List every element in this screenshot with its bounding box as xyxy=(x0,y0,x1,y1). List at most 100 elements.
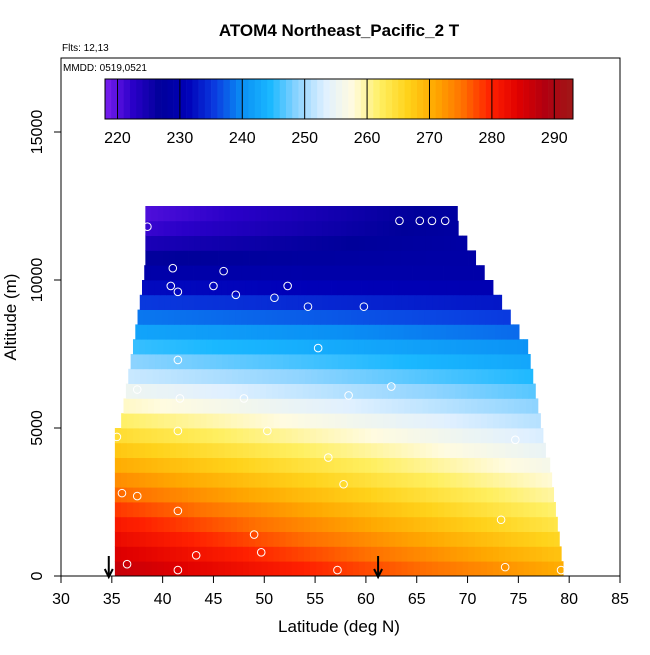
field-cell xyxy=(501,398,509,414)
field-cell xyxy=(233,398,240,414)
field-cell xyxy=(328,339,335,355)
field-cell xyxy=(310,428,317,444)
profile-marker xyxy=(303,302,313,311)
field-cell xyxy=(462,339,469,355)
field-cell xyxy=(370,487,378,503)
field-cell xyxy=(242,487,250,503)
field-cell xyxy=(133,502,140,518)
field-cell xyxy=(419,250,427,266)
field-cell xyxy=(435,354,443,370)
field-cell xyxy=(324,280,332,296)
field-cell xyxy=(294,280,301,296)
field-cell xyxy=(346,561,354,576)
field-cell xyxy=(273,561,280,576)
x-tick-label: 85 xyxy=(611,591,629,608)
field-cell xyxy=(474,487,482,503)
field-cell xyxy=(455,383,462,399)
field-cell xyxy=(285,442,293,458)
field-cell xyxy=(175,546,183,562)
field-cell xyxy=(439,368,446,384)
field-cell xyxy=(145,561,152,576)
field-cell xyxy=(306,280,314,296)
field-cell xyxy=(308,265,316,281)
field-cell xyxy=(243,294,250,310)
field-cell xyxy=(560,546,562,562)
field-cell xyxy=(334,457,341,473)
field-cell xyxy=(194,516,201,532)
field-cell xyxy=(363,265,371,281)
field-cell xyxy=(480,502,488,518)
field-cell xyxy=(337,354,345,370)
field-cell xyxy=(273,516,280,532)
profile-marker xyxy=(173,565,183,575)
field-cell xyxy=(520,354,528,370)
field-cell xyxy=(370,206,378,222)
field-cell xyxy=(425,442,433,458)
field-cell xyxy=(425,457,433,473)
field-cell xyxy=(206,561,213,576)
field-cell xyxy=(212,487,219,503)
field-cell xyxy=(478,354,485,370)
field-cell xyxy=(250,368,257,384)
field-cell xyxy=(279,442,287,458)
field-cell xyxy=(224,235,232,251)
field-cell xyxy=(163,487,171,503)
field-cell xyxy=(400,383,407,399)
field-cell xyxy=(334,339,341,355)
flights-annotation: Flts: 12,13 xyxy=(62,43,109,54)
field-cell xyxy=(453,280,460,296)
field-cell xyxy=(523,428,530,444)
field-cell xyxy=(381,309,388,325)
field-cell xyxy=(424,309,431,325)
field-cell xyxy=(364,561,372,576)
chart-title: ATOM4 Northeast_Pacific_2 T xyxy=(219,21,460,40)
field-cell xyxy=(492,428,500,444)
field-cell xyxy=(297,546,305,562)
colorbar-swatch xyxy=(267,79,274,119)
field-cell xyxy=(486,339,494,355)
field-cell xyxy=(297,235,305,251)
field-cell xyxy=(465,398,472,414)
field-cell xyxy=(275,398,283,414)
field-cell xyxy=(431,457,439,473)
field-cell xyxy=(238,324,246,340)
field-cell xyxy=(184,280,192,296)
colorbar-swatch xyxy=(417,79,424,119)
field-cell xyxy=(334,546,341,562)
colorbar-swatch xyxy=(435,79,443,119)
field-cell xyxy=(230,457,238,473)
field-cell xyxy=(273,206,280,222)
field-cell xyxy=(389,413,396,429)
field-cell xyxy=(384,368,391,384)
field-cell xyxy=(275,324,283,340)
field-cell xyxy=(505,457,512,473)
field-cell xyxy=(214,324,222,340)
field-cell xyxy=(433,368,440,384)
field-cell xyxy=(263,398,271,414)
field-cell xyxy=(114,457,122,473)
field-cell xyxy=(291,546,299,562)
field-cell xyxy=(261,413,268,429)
field-cell xyxy=(159,324,167,340)
field-cell xyxy=(328,294,336,310)
field-cell xyxy=(194,250,201,266)
field-cell xyxy=(212,206,219,222)
field-cell xyxy=(416,398,423,414)
field-cell xyxy=(285,428,293,444)
field-cell xyxy=(175,516,183,532)
colorbar-swatch xyxy=(485,79,493,119)
field-cell xyxy=(306,324,313,340)
field-cell xyxy=(139,502,146,518)
field-cell xyxy=(224,442,232,458)
field-cell xyxy=(389,457,396,473)
field-cell xyxy=(370,442,378,458)
field-cell xyxy=(468,457,476,473)
field-cell xyxy=(492,339,500,355)
field-cell xyxy=(169,206,177,222)
colorbar-swatch xyxy=(360,79,368,119)
field-cell xyxy=(114,428,122,444)
field-cell xyxy=(334,472,341,488)
field-cell xyxy=(480,487,488,503)
field-cell xyxy=(414,368,422,384)
colorbar-swatch xyxy=(441,79,449,119)
